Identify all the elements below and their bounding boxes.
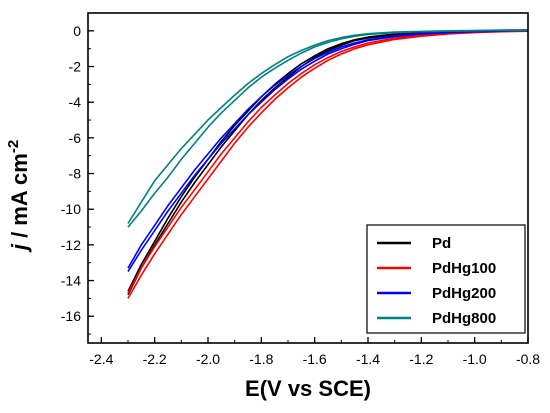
y-axis-title-italic: j (7, 243, 32, 253)
legend-label: PdHg800 (432, 310, 496, 327)
x-tick-label: -1.6 (303, 351, 327, 367)
y-tick-label: -12 (61, 237, 81, 253)
x-tick-label: -1.0 (463, 351, 487, 367)
x-tick-label: -2.4 (89, 351, 113, 367)
y-tick-label: -2 (69, 59, 82, 75)
y-tick-label: -8 (69, 166, 82, 182)
x-tick-label: -1.8 (249, 351, 273, 367)
series-line-pdhg200-reverse (127, 29, 529, 269)
legend-label: Pd (432, 235, 451, 252)
legend: Pd PdHg100 PdHg200 PdHg800 (366, 224, 526, 334)
legend-label: PdHg100 (432, 260, 496, 277)
series-layer (127, 29, 529, 299)
y-tick-label: -16 (61, 308, 81, 324)
x-tick-label: -0.8 (516, 351, 540, 367)
series-line-pdhg100-forward (127, 30, 529, 299)
y-tick-label: -4 (69, 94, 82, 110)
y-tick-label: -6 (69, 130, 82, 146)
y-tick-label: 0 (73, 23, 81, 39)
x-tick-label: -2.2 (143, 351, 167, 367)
legend-label: PdHg200 (432, 285, 496, 302)
tick-labels: -2.4 -2.2 -2.0 -1.8 -1.6 -1.4 -1.2 -1.0 -0.8 0 -2 -… (61, 23, 541, 367)
y-tick-label: -14 (61, 273, 81, 289)
x-tick-label: -1.2 (409, 351, 433, 367)
series-line-pdhg800-reverse (127, 29, 529, 224)
x-tick-label: -1.4 (356, 351, 380, 367)
x-tick-label: -2.0 (196, 351, 220, 367)
x-axis-title: E(V vs SCE) (245, 376, 371, 401)
plot-frame (87, 12, 529, 344)
series-line-pdhg100-reverse (127, 30, 529, 294)
y-axis-title-superscript: -2 (5, 140, 22, 153)
y-axis-title-main: / mA cm (7, 153, 32, 244)
y-tick-label: -10 (61, 201, 81, 217)
y-axis-title: j / mA cm-2 (5, 140, 32, 253)
